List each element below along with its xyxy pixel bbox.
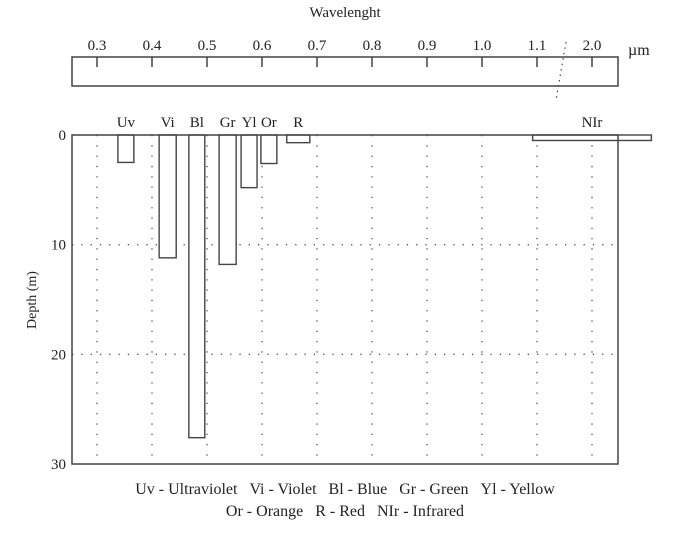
axis-break-mark <box>555 41 567 101</box>
bar-gr <box>218 134 237 266</box>
legend-entry: Gr - Green <box>399 481 468 498</box>
y-tick-label: 20 <box>51 347 66 363</box>
legend-entry: Yl - Yellow <box>481 481 556 498</box>
x-tick-label: 0.7 <box>308 38 327 54</box>
y-tick-label: 10 <box>51 238 66 254</box>
legend-entry: R - Red <box>315 503 365 520</box>
bar-vi <box>158 134 177 259</box>
legend-entry: Uv - Ultraviolet <box>135 481 238 498</box>
bar-uv <box>117 134 135 164</box>
legend-line-2: Or - Orange R - Red NIr - Infrared <box>226 503 464 520</box>
x-tick-label: 0.9 <box>418 38 437 54</box>
bar-label: Gr <box>220 115 236 131</box>
legend-entry: Vi - Violet <box>249 481 317 498</box>
legend-entry: Or - Orange <box>226 503 303 520</box>
x-tick-label: 0.6 <box>253 38 272 54</box>
x-tick-label: 0.8 <box>363 38 382 54</box>
legend-entry: NIr - Infrared <box>377 503 464 520</box>
x-tick-label: 1.0 <box>473 38 492 54</box>
bar-or <box>260 134 278 165</box>
bar-label: Or <box>261 115 277 131</box>
y-axis-label: Depth (m) <box>25 271 40 329</box>
bar-label: R <box>293 115 303 131</box>
bar-label: Yl <box>242 115 257 131</box>
bar-nir <box>531 134 653 142</box>
x-unit-label: µm <box>628 42 650 59</box>
bar-label: Vi <box>161 115 175 131</box>
y-tick-label: 0 <box>59 128 67 144</box>
x-tick-label: 0.4 <box>143 38 162 54</box>
x-tick-label: 1.1 <box>528 38 547 54</box>
legend-line-1: Uv - Ultraviolet Vi - Violet Bl - Blue Gr -… <box>135 481 555 498</box>
x-tick-label: 0.5 <box>198 38 217 54</box>
plot-frame <box>71 134 619 465</box>
bar-label: Bl <box>190 115 204 131</box>
bar-r <box>286 134 311 144</box>
legend-entry: Bl - Blue <box>329 481 388 498</box>
chart-title: Wavelenght <box>309 5 381 21</box>
bar-label: NIr <box>582 115 603 131</box>
bar-yl <box>240 134 258 189</box>
x-tick-label: 2.0 <box>583 38 602 54</box>
x-tick-label: 0.3 <box>88 38 107 54</box>
bar-bl <box>188 134 206 439</box>
bar-label: Uv <box>117 115 136 131</box>
wavelength-axis-box <box>71 56 619 87</box>
y-tick-label: 30 <box>51 457 66 473</box>
